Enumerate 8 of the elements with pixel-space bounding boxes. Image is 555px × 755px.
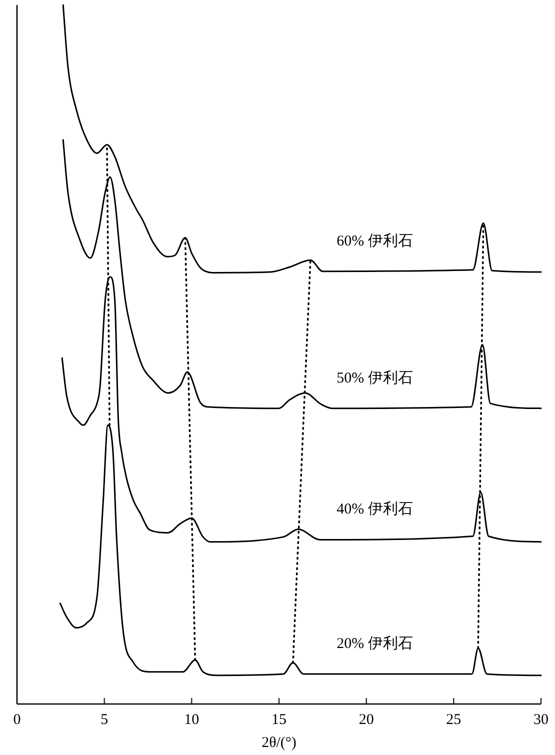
xtick: 0	[13, 712, 21, 728]
xtick: 15	[272, 712, 286, 728]
xtick: 30	[534, 712, 548, 728]
xtick: 25	[446, 712, 462, 728]
xlabel: 2θ/(°)	[262, 735, 296, 751]
xtick: 10	[184, 712, 200, 728]
xtick: 20	[358, 712, 374, 728]
xtick: 5	[100, 712, 108, 728]
